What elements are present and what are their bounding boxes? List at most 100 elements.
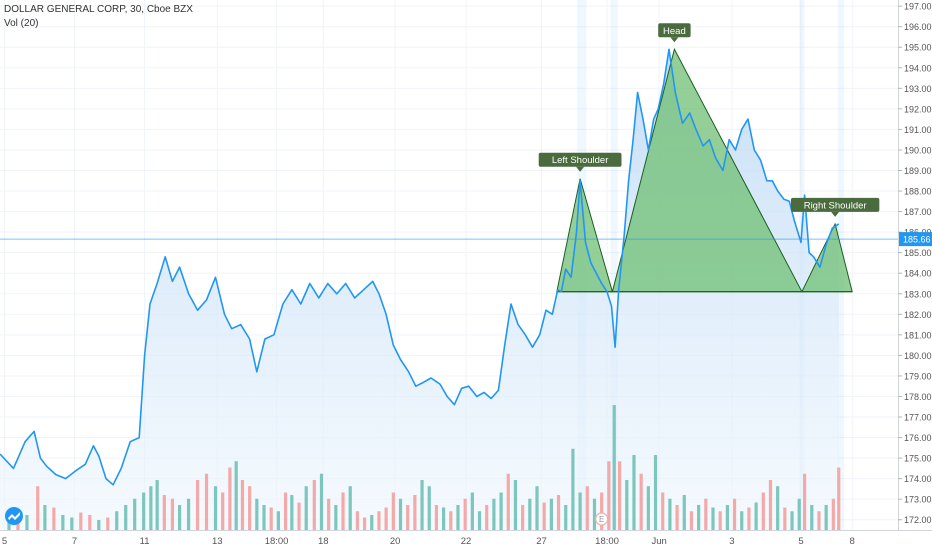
y-tick-label: 179.00: [904, 371, 932, 381]
pattern-label: Head: [658, 23, 691, 43]
pattern-label-pointer: [576, 166, 585, 172]
volume-bar: [492, 498, 496, 530]
volume-bar: [327, 498, 331, 530]
volume-bar: [262, 505, 266, 530]
volume-bar: [106, 517, 110, 530]
pattern-label-pointer: [670, 37, 679, 43]
volume-bars: [7, 405, 841, 530]
last-price-tag: [899, 232, 932, 247]
y-tick-label: 175.00: [904, 454, 932, 464]
volume-bar: [612, 405, 616, 530]
volume-bar: [810, 505, 814, 530]
x-tick-label: 18: [318, 536, 329, 547]
volume-bar: [632, 455, 636, 530]
volume-bar: [528, 498, 532, 530]
volume-bar: [477, 511, 482, 530]
volume-bar: [837, 467, 841, 530]
volume-bar: [269, 507, 273, 530]
volume-bar: [142, 492, 146, 530]
pattern-label-bg: [538, 152, 622, 167]
volume-bar: [499, 492, 503, 530]
volume-bar: [312, 480, 316, 530]
volume-bar: [61, 515, 65, 530]
y-tick-label: 195.00: [904, 43, 932, 53]
x-tick-label: 20: [390, 536, 401, 547]
volume-bar: [186, 498, 191, 530]
pattern-label: Right Shoulder: [790, 197, 880, 217]
y-tick-label: 181.00: [904, 330, 932, 340]
volume-bar: [204, 473, 209, 530]
volume-bar: [639, 473, 643, 530]
x-tick-label: 22: [461, 536, 472, 547]
volume-bar: [761, 492, 765, 530]
y-tick-label: 196.00: [904, 22, 932, 32]
volume-bar: [283, 492, 288, 530]
volume-bar: [675, 505, 679, 530]
volume-bar: [592, 498, 597, 530]
volume-bar: [790, 511, 794, 530]
earnings-marker-text: E: [599, 515, 604, 524]
volume-bar: [697, 505, 701, 530]
x-tick-label: 27: [536, 536, 547, 547]
volume-bar: [248, 486, 252, 530]
volume-bar: [341, 492, 345, 530]
y-tick-label: 172.00: [904, 515, 932, 525]
volume-bar: [682, 495, 686, 530]
volume-bar: [276, 511, 280, 530]
tradingview-logo-icon[interactable]: [4, 506, 24, 526]
volume-bar: [704, 498, 708, 530]
volume-bar: [362, 517, 367, 530]
y-tick-label: 190.00: [904, 145, 932, 155]
volume-bar: [195, 480, 200, 530]
volume-bar: [442, 507, 446, 530]
volume-bar: [556, 495, 561, 530]
volume-bar: [824, 505, 828, 530]
volume-bar: [768, 480, 773, 530]
volume-bar: [797, 498, 801, 530]
y-tick-label: 188.00: [904, 187, 932, 197]
x-tick-label: 5: [798, 536, 803, 547]
pattern-label-text: Right Shoulder: [804, 200, 867, 211]
volume-bar: [513, 480, 518, 530]
volume-bar: [817, 511, 821, 530]
volume-bar: [334, 505, 338, 530]
volume-bar: [585, 486, 589, 530]
x-tick-label: Jun: [651, 536, 666, 547]
volume-bar: [97, 520, 101, 530]
volume-bar: [506, 473, 510, 530]
volume-bar: [571, 448, 575, 530]
pattern-label-bg: [790, 197, 880, 212]
volume-bar: [578, 492, 582, 530]
volume-bar: [115, 511, 119, 530]
volume-bar: [754, 502, 758, 530]
volume-bar: [434, 505, 439, 530]
x-tick-label: 13: [212, 536, 223, 547]
volume-bar: [521, 505, 525, 530]
volume-bar: [70, 517, 74, 530]
volume-bar: [535, 486, 539, 530]
x-tick-label: 5: [2, 536, 7, 547]
volume-bar: [228, 467, 232, 530]
y-tick-label: 185.00: [904, 248, 932, 258]
y-tick-label: 178.00: [904, 392, 932, 402]
y-tick-label: 173.00: [904, 495, 932, 505]
symbol-title[interactable]: DOLLAR GENERAL CORP, 30, Cboe BZX: [4, 4, 193, 15]
volume-bar: [221, 492, 225, 530]
y-tick-label: 193.00: [904, 84, 932, 94]
volume-bar: [653, 455, 658, 530]
volume-bar: [470, 492, 474, 530]
volume-bar: [668, 498, 672, 530]
pattern-label: Left Shoulder: [538, 152, 622, 172]
volume-indicator-label[interactable]: Vol (20): [4, 18, 39, 29]
volume-bar: [178, 505, 182, 530]
volume-bar: [43, 505, 47, 530]
volume-bar: [485, 505, 489, 530]
volume-bar: [776, 486, 780, 530]
price-area: [0, 49, 839, 530]
y-tick-label: 184.00: [904, 269, 932, 279]
volume-bar: [170, 498, 175, 530]
last-price-text: 185.66: [903, 235, 931, 245]
x-tick-label: 7: [72, 536, 77, 547]
